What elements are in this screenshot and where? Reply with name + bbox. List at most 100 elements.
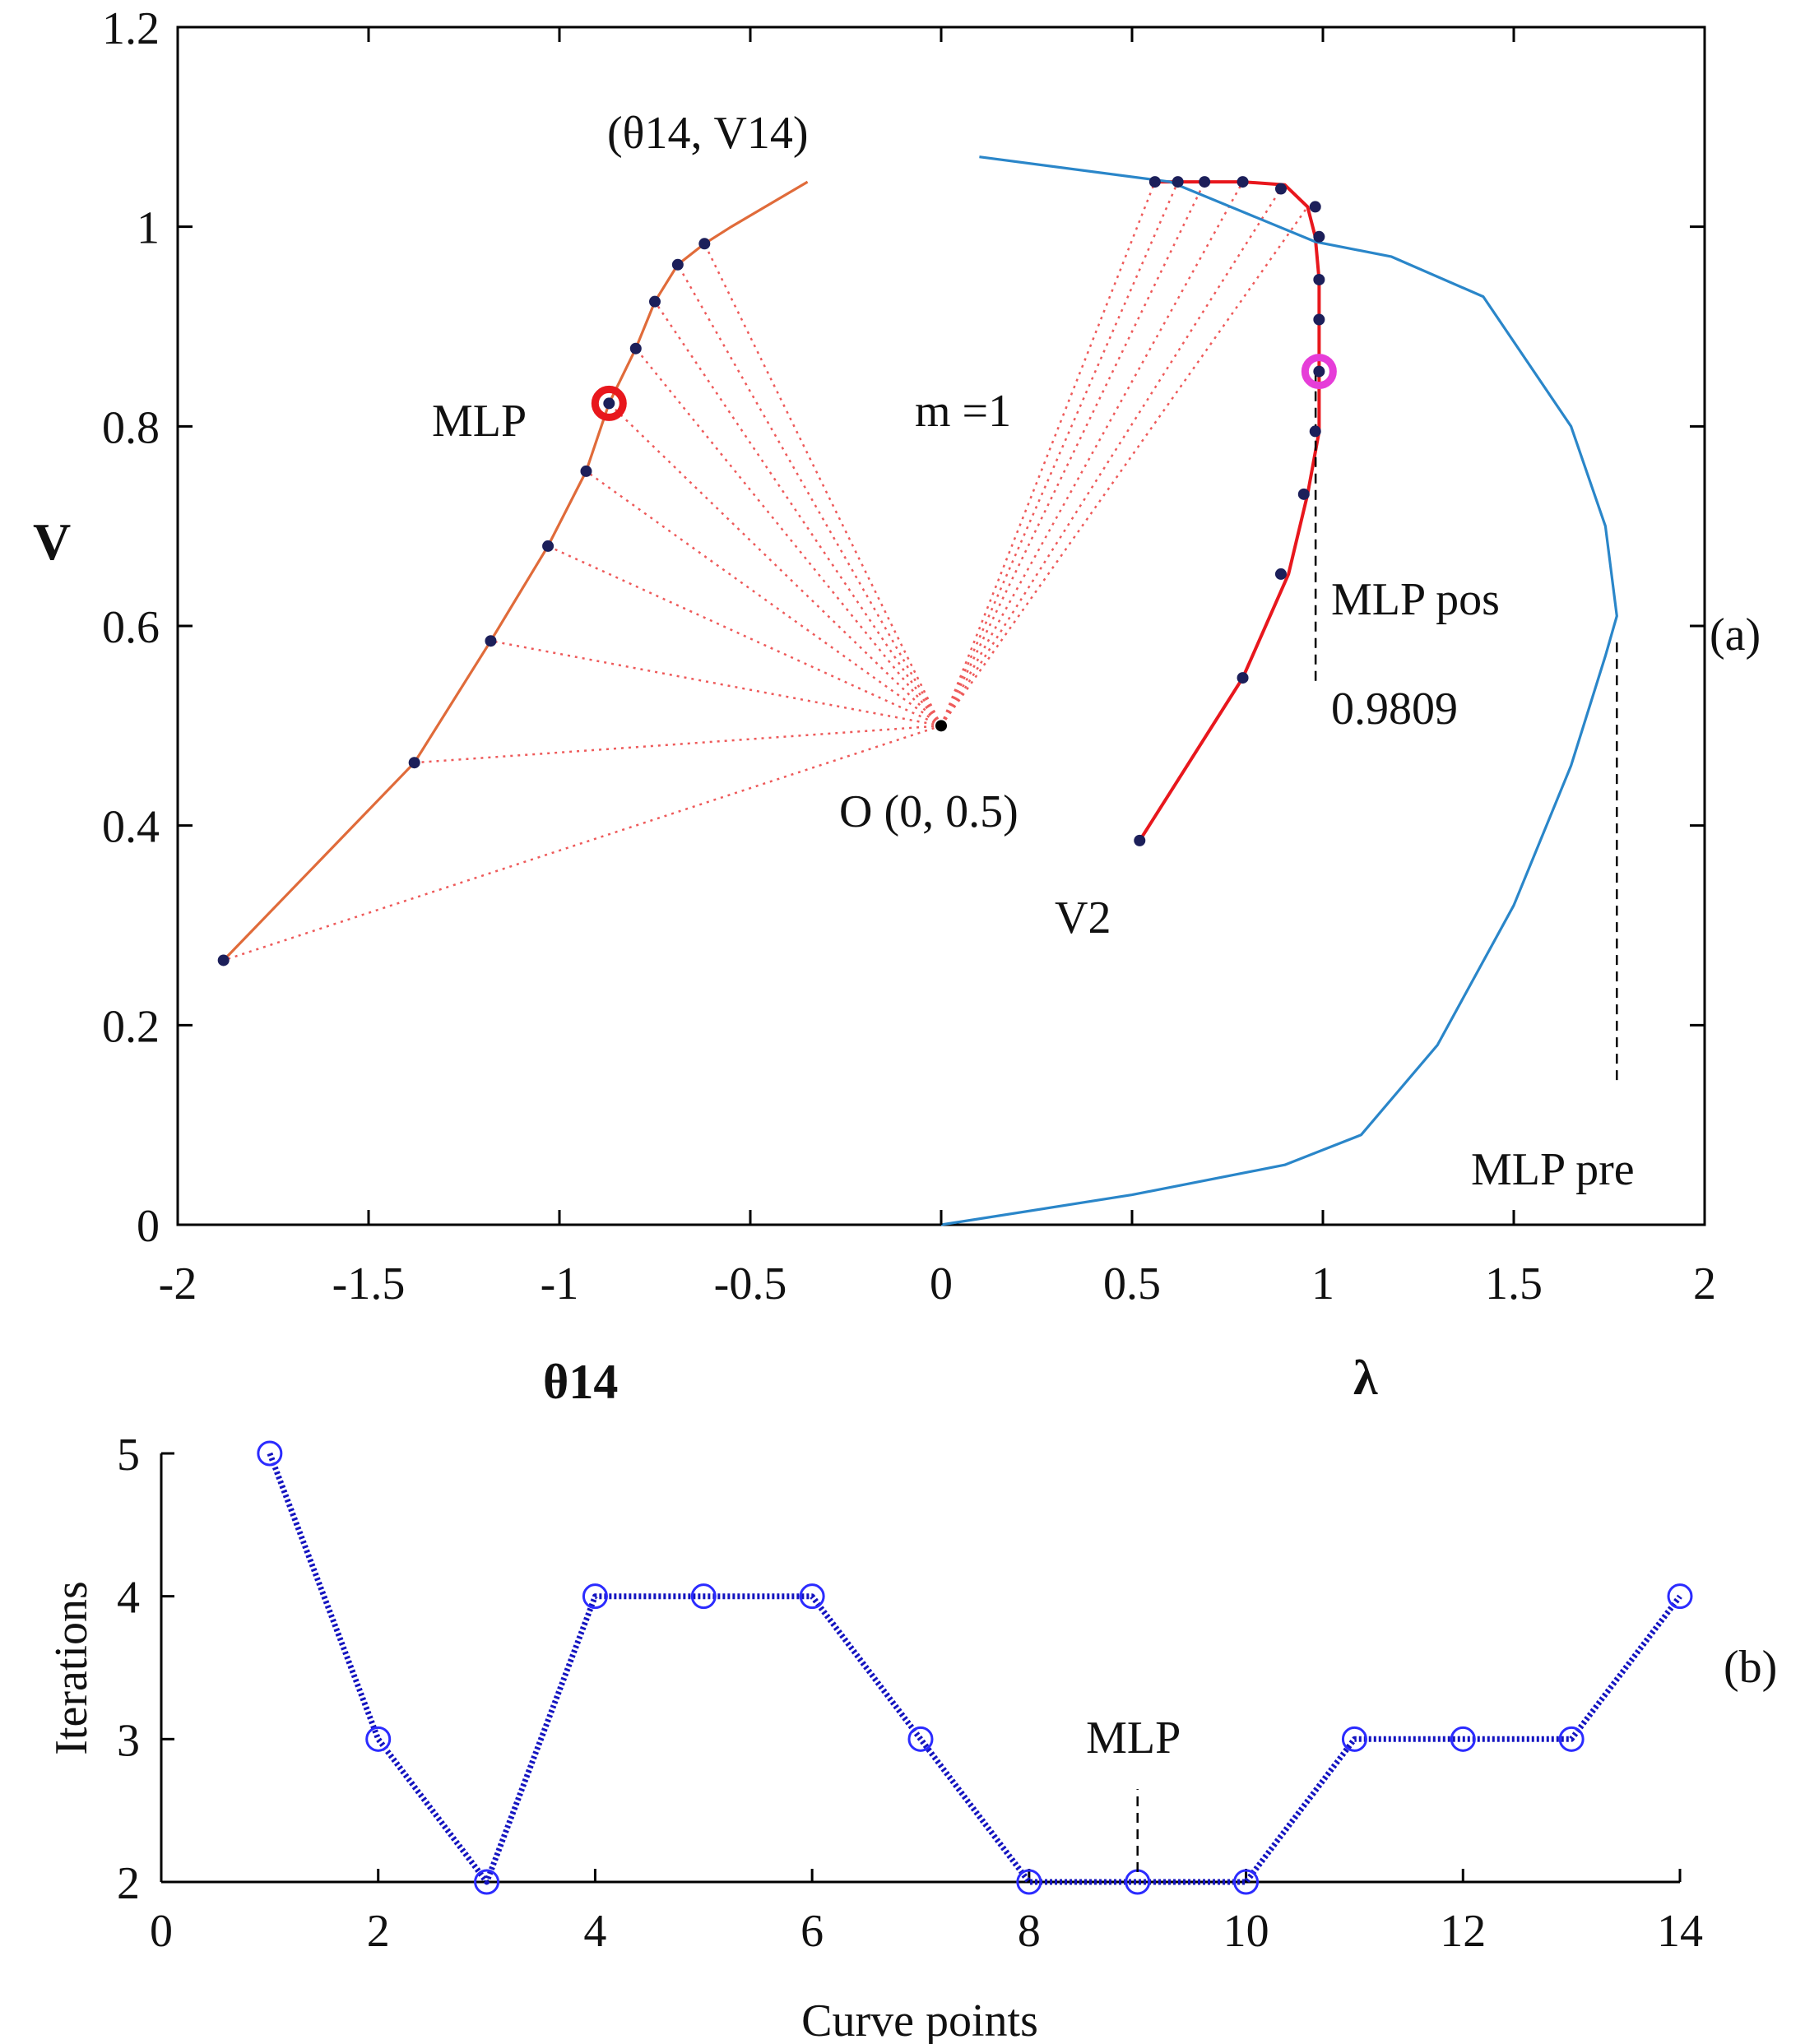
panel-a-x-axis-label-theta: θ14 <box>543 1355 618 1409</box>
y-tick-label: 0.4 <box>102 802 160 853</box>
x-tick-label: 6 <box>800 1906 824 1957</box>
y-tick-label: 1.2 <box>102 3 160 54</box>
y-tick-label: 0.8 <box>102 402 160 453</box>
theta-curve-point <box>485 635 497 647</box>
mlp-lambda-point <box>1314 366 1325 377</box>
lambda-curve-point <box>1199 176 1211 188</box>
center-connector-line <box>547 545 942 727</box>
iterations-point <box>474 1869 500 1895</box>
panel-a-y-axis-label: V <box>33 512 71 571</box>
x-tick-label: 0 <box>930 1258 953 1309</box>
mlp-pos-label: MLP pos <box>1331 574 1500 625</box>
iterations-point <box>1016 1869 1042 1895</box>
y-tick-label: 3 <box>117 1715 140 1766</box>
x-tick-label: -0.5 <box>714 1258 787 1309</box>
iterations-point <box>257 1440 283 1467</box>
center-connector-line <box>223 725 942 962</box>
x-tick-label: -1.5 <box>332 1258 406 1309</box>
iterations-point <box>690 1583 717 1610</box>
theta-curve-point <box>408 757 420 769</box>
theta-end-label: (θ14, V14) <box>607 108 809 159</box>
center-connector-line <box>940 181 1244 726</box>
panel-b-y-axis-label: Iterations <box>46 1581 97 1754</box>
iterations-series-line <box>267 1452 1682 1885</box>
center-connector-line <box>653 300 943 727</box>
lambda-curve-point <box>1134 834 1146 846</box>
panel-a-continuation-chart: -2 -1.5 -1 -0.5 0 0.5 1 1.5 2 0 0.2 0.4 0.6 0.8 1 1.2 V… <box>33 3 1761 1409</box>
iterations-point <box>799 1583 825 1610</box>
x-tick-label: 8 <box>1018 1906 1041 1957</box>
lambda-curve-point <box>1313 313 1325 326</box>
iterations-point <box>1667 1583 1693 1610</box>
panel-a-x-axis-label-lambda: λ <box>1353 1351 1378 1405</box>
y-tick-label: 0 <box>137 1201 160 1252</box>
lambda-curve <box>1138 180 1321 841</box>
x-tick-label: 14 <box>1657 1906 1703 1957</box>
y-tick-label: 0.6 <box>102 602 160 653</box>
lambda-curve-point <box>1313 273 1325 285</box>
center-connector-line <box>940 188 1283 727</box>
x-tick-label: 12 <box>1440 1906 1486 1957</box>
theta-curve-point <box>649 295 661 308</box>
panel-a-label: (a) <box>1710 609 1761 660</box>
y-tick-label: 4 <box>117 1573 140 1624</box>
center-connector-line <box>940 181 1179 726</box>
mlp-pre-label: MLP pre <box>1471 1144 1635 1195</box>
iterations-point <box>1558 1726 1585 1752</box>
theta-curve-point <box>629 342 642 355</box>
lambda-curve-point <box>1297 488 1310 500</box>
m-label: m =1 <box>915 386 1011 437</box>
theta-curve <box>222 180 809 962</box>
mlp-iterations-label: MLP <box>1086 1713 1181 1764</box>
panel-b-series: MLP <box>257 1440 1693 1895</box>
center-connector-line <box>703 243 943 726</box>
center-connector-line <box>940 181 1157 726</box>
mlp-pos-value: 0.9809 <box>1331 684 1458 735</box>
theta-curve-point <box>542 540 554 552</box>
panel-b-x-axis-label: Curve points <box>801 1995 1038 2044</box>
iterations-point <box>1450 1726 1476 1752</box>
y-tick-label: 1 <box>137 203 160 254</box>
mlp-theta-point <box>604 398 615 409</box>
lambda-curve-point <box>1172 176 1184 188</box>
x-tick-label: 1 <box>1311 1258 1334 1309</box>
center-connector-line <box>585 470 942 727</box>
mlp-theta-marker <box>591 385 627 421</box>
iterations-point <box>582 1583 608 1610</box>
center-connector-line <box>490 639 942 727</box>
x-tick-label: 0 <box>150 1906 173 1957</box>
v2-label: V2 <box>1055 892 1111 943</box>
theta-curve-point <box>580 465 592 477</box>
mlp-lambda-marker <box>1301 354 1337 390</box>
iterations-point <box>1233 1869 1260 1895</box>
lambda-curve-point <box>1237 176 1249 188</box>
panel-a-ticks: -2 -1.5 -1 -0.5 0 0.5 1 1.5 2 0 0.2 0.4 0.6 0.8 1 1.2 <box>102 3 1716 1309</box>
center-connector-lines <box>223 181 1309 962</box>
y-tick-label: 0.2 <box>102 1001 160 1052</box>
center-connector-line <box>676 264 943 726</box>
theta-curve-point <box>671 258 684 271</box>
center-connector-line <box>940 206 1309 727</box>
lambda-curve-point <box>1274 183 1287 195</box>
y-tick-label: 5 <box>117 1430 140 1481</box>
x-tick-label: 4 <box>583 1906 606 1957</box>
lambda-curve-point <box>1274 568 1287 580</box>
panel-b-label: (b) <box>1724 1642 1777 1693</box>
y-tick-label: 2 <box>117 1858 140 1909</box>
predictor-curve <box>940 155 1618 1226</box>
lambda-curve-point <box>1148 176 1161 188</box>
iterations-point <box>365 1726 392 1752</box>
lambda-curve-point <box>1309 425 1321 438</box>
theta-curve-point <box>698 238 711 250</box>
theta-curve-point <box>217 954 230 966</box>
panel-a-points <box>217 176 1337 966</box>
panel-a-plot-frame <box>176 25 1706 1226</box>
center-connector-line <box>940 181 1206 726</box>
x-tick-label: 2 <box>367 1906 390 1957</box>
center-connector-line <box>608 402 942 727</box>
center-label: O (0, 0.5) <box>839 786 1019 837</box>
center-connector-line <box>634 347 942 727</box>
lambda-curve-point <box>1237 672 1249 684</box>
